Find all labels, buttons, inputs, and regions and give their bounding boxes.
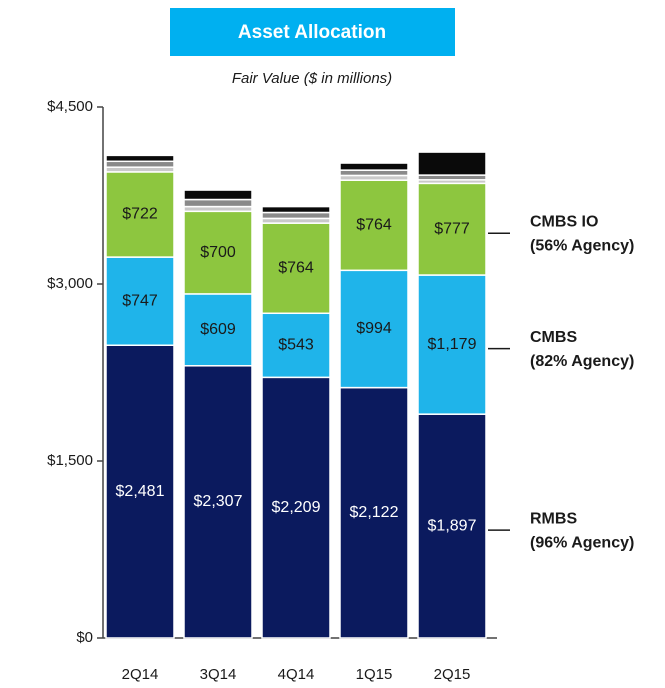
title-box	[170, 8, 455, 56]
bar-segment	[417, 182, 487, 276]
data-label: $1,179	[428, 336, 477, 353]
x-tick-label: 2Q14	[122, 666, 159, 683]
x-tick-label: 2Q15	[434, 666, 471, 683]
y-tick-label: $3,000	[47, 275, 93, 292]
data-label: $2,307	[194, 493, 243, 510]
bar-segment	[183, 198, 253, 208]
data-label: $747	[122, 292, 158, 309]
bar-segment	[105, 344, 175, 639]
data-label: $777	[434, 220, 470, 237]
x-tick-label: 4Q14	[278, 666, 315, 683]
bar-segment	[261, 376, 331, 639]
y-tick-label: $4,500	[47, 98, 93, 115]
y-tick-label: $0	[76, 629, 93, 646]
bar-segment	[417, 151, 487, 176]
annotation-name: RMBS	[530, 510, 577, 527]
data-label: $994	[356, 320, 392, 337]
chart-subtitle: Fair Value ($ in millions)	[232, 70, 392, 87]
data-label: $722	[122, 206, 158, 223]
annotation-note: (82% Agency)	[530, 353, 634, 370]
bar-segment	[339, 162, 409, 171]
data-label: $700	[200, 244, 236, 261]
data-label: $764	[278, 259, 314, 276]
bar-segment	[261, 205, 331, 214]
bar-segment	[339, 179, 409, 272]
bar-segment	[105, 256, 175, 346]
data-label: $2,481	[116, 483, 165, 500]
bar-segment	[183, 293, 253, 367]
x-tick-label: 1Q15	[356, 666, 393, 683]
bar-segment	[339, 169, 409, 177]
annotation-note: (56% Agency)	[530, 237, 634, 254]
data-label: $2,209	[272, 499, 321, 516]
annotation-note: (96% Agency)	[530, 534, 634, 551]
y-tick-label: $1,500	[47, 452, 93, 469]
bar-segment	[105, 160, 175, 168]
data-label: $609	[200, 321, 236, 338]
bar-segment	[417, 413, 487, 639]
bar-segment	[183, 189, 253, 201]
data-label: $543	[278, 337, 314, 354]
bar-segment	[339, 269, 409, 389]
x-tick-label: 3Q14	[200, 666, 237, 683]
bar-segment	[339, 386, 409, 639]
data-label: $2,122	[350, 504, 399, 521]
chart-title: Asset Allocation	[238, 22, 386, 43]
data-label: $1,897	[428, 517, 477, 534]
bar-segment	[261, 211, 331, 220]
data-label: $764	[356, 216, 392, 233]
bar-segment	[183, 210, 253, 295]
bar-segment	[261, 312, 331, 379]
bar-segment	[261, 222, 331, 315]
bar-segment	[105, 154, 175, 163]
annotation-name: CMBS	[530, 329, 577, 346]
annotation-name: CMBS IO	[530, 213, 598, 230]
bar-segment	[183, 365, 253, 639]
